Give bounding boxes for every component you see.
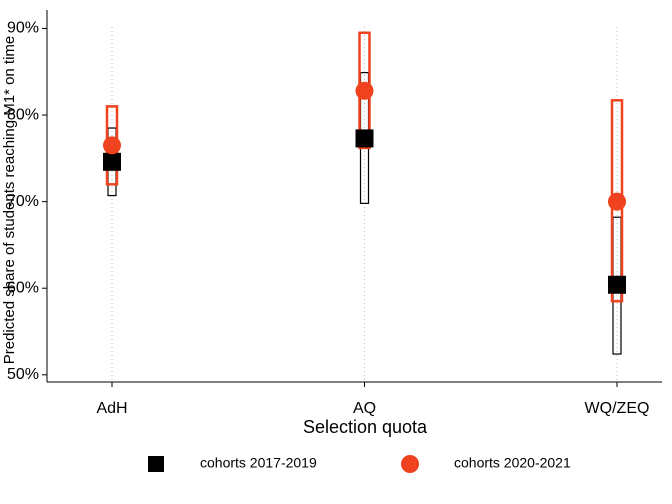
legend-label: cohorts 2017-2019 bbox=[200, 455, 317, 471]
y-tick-label: 50% bbox=[7, 366, 39, 383]
legend-marker bbox=[148, 456, 164, 472]
point bbox=[103, 152, 121, 171]
point bbox=[608, 192, 626, 211]
point bbox=[355, 129, 374, 148]
y-tick-label: 60% bbox=[7, 279, 39, 296]
legend-marker bbox=[401, 455, 419, 473]
x-axis-title: Selection quota bbox=[303, 417, 428, 437]
y-tick-label: 70% bbox=[7, 193, 39, 210]
point bbox=[103, 136, 121, 155]
y-axis-title: Predicted share of students reaching M1*… bbox=[1, 36, 18, 365]
legend-label: cohorts 2020-2021 bbox=[454, 455, 571, 471]
y-tick-label: 80% bbox=[7, 106, 39, 123]
x-tick-label: AQ bbox=[353, 400, 376, 417]
point bbox=[355, 81, 374, 100]
x-tick-label: AdH bbox=[96, 400, 127, 417]
point bbox=[608, 275, 626, 294]
x-tick-label: WQ/ZEQ bbox=[585, 400, 650, 417]
y-tick-label: 90% bbox=[7, 20, 39, 37]
